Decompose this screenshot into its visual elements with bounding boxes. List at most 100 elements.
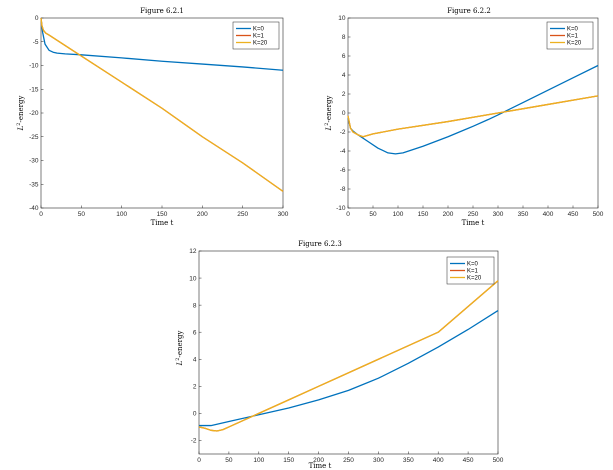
plot-3-xtick-label: 500 xyxy=(493,457,504,464)
plot-1-line-k0 xyxy=(40,17,284,71)
plot-2-ytick-label: 10 xyxy=(338,15,346,22)
plot-2-ytick-label: -6 xyxy=(340,167,346,174)
plot-3-xtick-label: 400 xyxy=(433,457,444,464)
plot-2-xtick-label: 250 xyxy=(468,211,479,218)
plot-3-ytick-label: 4 xyxy=(193,356,197,363)
plot-2-ytick-label: 6 xyxy=(342,53,346,60)
plot-2-legend-k0-label: K=0 xyxy=(567,27,579,33)
plot-2-ytick-label: 2 xyxy=(342,91,346,98)
plot-2-lines xyxy=(347,64,599,155)
plot-2-ylabel-text: -energy xyxy=(325,96,333,123)
plot-2-xtick-label: 150 xyxy=(418,211,429,218)
plot-1-axes-box xyxy=(40,17,284,209)
plot-2-xtick-label: 100 xyxy=(393,211,404,218)
plot-3-xlabel: Time t xyxy=(309,462,332,470)
plot-2-ytick-label: -8 xyxy=(340,186,346,193)
plot-1-xtick-label: 200 xyxy=(197,211,208,218)
plot-3-legend: K=0 K=1 K=20 xyxy=(446,256,495,285)
plot-2-xtick-label: 500 xyxy=(593,211,604,218)
plot-1-legend-k0-label: K=0 xyxy=(253,27,265,33)
plot-2-yticks: -10 -8 -6 -4 -2 0 2 4 6 8 10 xyxy=(336,15,351,212)
plot-2-xtick-label: 0 xyxy=(346,211,350,218)
plot-3-ytick-label: 12 xyxy=(189,248,197,255)
plot-3-ytick-label: 6 xyxy=(193,329,197,336)
plot-3-ytick-label: -2 xyxy=(191,438,197,445)
plot-1-ytick-label: -10 xyxy=(29,63,39,70)
plot-2-xtick-label: 400 xyxy=(543,211,554,218)
plot-figure-6-2-1: Figure 6.2.1 -40 -35 -30 -25 -20 -15 -10 -5 0 0 5… xyxy=(16,7,289,227)
plot-1-xlabel: Time t xyxy=(151,219,174,227)
plot-2-ytick-label: 4 xyxy=(342,72,346,79)
plot-2-xtick-label: 350 xyxy=(518,211,529,218)
plot-1-xtick-label: 100 xyxy=(116,211,127,218)
plot-3-legend-k20-label: K=20 xyxy=(467,276,482,282)
plot-1-ytick-label: -35 xyxy=(29,181,39,188)
plot-2-xticks: 0 50 100 150 200 250 300 350 400 450 500 xyxy=(346,205,604,218)
plot-2-ytick-label: -10 xyxy=(336,205,346,212)
plot-3-xtick-label: 100 xyxy=(253,457,264,464)
plot-2-line-k20 xyxy=(347,95,599,138)
plot-3-ylabel: L2-energy xyxy=(175,331,184,367)
plot-3-xtick-label: 150 xyxy=(283,457,294,464)
plot-3-xtick-label: 250 xyxy=(343,457,354,464)
plot-3-xtick-label: 350 xyxy=(403,457,414,464)
plot-3-ytick-label: 2 xyxy=(193,384,197,391)
plot-2-ylabel: L2-energy xyxy=(324,96,333,132)
plot-1-yticks: -40 -35 -30 -25 -20 -15 -10 -5 0 xyxy=(29,15,44,212)
plot-1-xtick-label: 50 xyxy=(78,211,86,218)
plot-2-ytick-label: -4 xyxy=(340,148,346,155)
plot-1-ylabel-text: -energy xyxy=(17,96,25,123)
plot-1-ylabel: L2-energy xyxy=(16,96,25,132)
plot-1-legend: K=0 K=1 K=20 xyxy=(232,21,280,50)
plot-figure-6-2-2: Figure 6.2.2 -10 -8 -6 -4 -2 0 2 4 6 8 10 0 50 100 15… xyxy=(324,7,604,227)
plot-2-xtick-label: 200 xyxy=(443,211,454,218)
plot-1-legend-k1-label: K=1 xyxy=(253,34,265,40)
plot-3-line-k20 xyxy=(198,280,499,432)
plot-2-legend-k20-label: K=20 xyxy=(567,41,582,47)
plot-1-ytick-label: -5 xyxy=(33,39,39,46)
plot-1-xtick-label: 300 xyxy=(278,211,289,218)
plot-1-title: Figure 6.2.1 xyxy=(140,7,184,15)
plot-2-axes-box xyxy=(347,17,599,209)
plot-3-lines xyxy=(198,280,499,432)
plot-2-xtick-label: 450 xyxy=(568,211,579,218)
plot-1-ytick-label: -40 xyxy=(29,205,39,212)
plot-1-ytick-label: -20 xyxy=(29,110,39,117)
plot-2-title: Figure 6.2.2 xyxy=(447,7,491,15)
plot-3-xticks: 0 50 100 150 200 250 300 350 400 450 500 xyxy=(197,451,504,464)
plot-3-axes-box xyxy=(198,250,499,455)
plot-3-xtick-label: 200 xyxy=(313,457,324,464)
plot-1-ytick-label: -15 xyxy=(29,86,39,93)
plot-2-ytick-label: -2 xyxy=(340,129,346,136)
plot-1-legend-k20-label: K=20 xyxy=(253,41,268,47)
plot-2-ylabel-superscript: 2 xyxy=(324,123,330,126)
plot-3-ylabel-text: -energy xyxy=(176,331,184,358)
plot-3-xtick-label: 300 xyxy=(373,457,384,464)
plot-2-ytick-label: 8 xyxy=(342,34,346,41)
plot-1-ytick-label: -30 xyxy=(29,158,39,165)
plot-1-xtick-label: 250 xyxy=(237,211,248,218)
plot-3-legend-k0-label: K=0 xyxy=(467,262,479,268)
plot-2-legend-k1-label: K=1 xyxy=(567,34,579,40)
plot-1-ytick-label: 0 xyxy=(35,15,39,22)
plot-3-line-k0 xyxy=(199,310,499,427)
plot-1-line-k20 xyxy=(40,17,284,192)
plot-2-xtick-label: 300 xyxy=(493,211,504,218)
plot-3-xtick-label: 50 xyxy=(225,457,233,464)
plot-3-title: Figure 6.2.3 xyxy=(298,240,342,248)
plot-3-ylabel-superscript: 2 xyxy=(175,358,181,361)
plot-3-ytick-label: 8 xyxy=(193,302,197,309)
plot-1-xticks: 0 50 100 150 200 250 300 xyxy=(39,205,289,218)
plot-1-xtick-label: 150 xyxy=(157,211,168,218)
plot-3-xtick-label: 0 xyxy=(197,457,201,464)
plot-3-ytick-label: 10 xyxy=(189,275,197,282)
plot-3-ytick-label: 0 xyxy=(193,411,197,418)
plot-2-ytick-label: 0 xyxy=(342,110,346,117)
plot-2-xtick-label: 50 xyxy=(369,211,377,218)
plot-3-yticks: -2 0 2 4 6 8 10 12 xyxy=(189,248,202,445)
plot-1-lines xyxy=(40,17,284,192)
plot-2-xlabel: Time t xyxy=(462,219,485,227)
plot-3-legend-k1-label: K=1 xyxy=(467,269,479,275)
